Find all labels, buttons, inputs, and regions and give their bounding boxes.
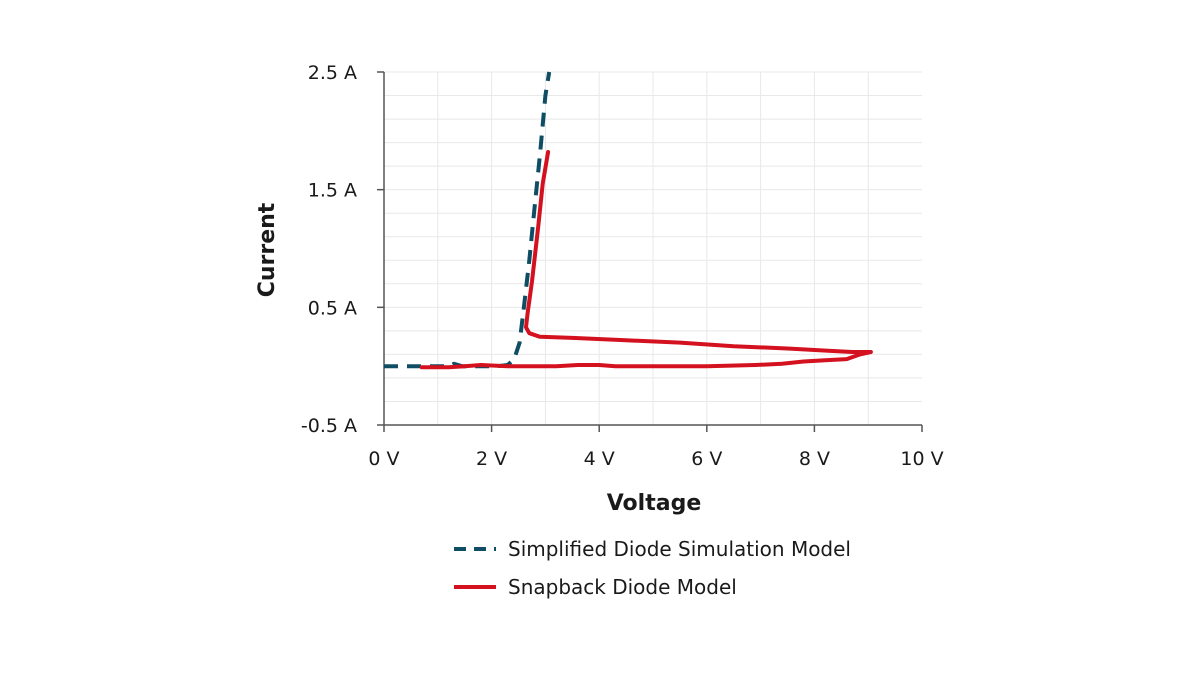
legend-label-simplified: Simplified Diode Simulation Model	[508, 537, 851, 561]
x-tick-label: 10 V	[900, 448, 943, 470]
series-layer	[384, 71, 873, 370]
series-line-snapback	[419, 150, 873, 370]
tick-labels: 0 V 2 V 4 V 6 V 8 V 10 V -0.5 A 0.5 A 1.5 A 2.5 A	[301, 62, 944, 470]
y-tick-label: 2.5 A	[308, 62, 357, 84]
x-tick-label: 6 V	[691, 448, 722, 470]
x-tick-label: 4 V	[584, 448, 615, 470]
legend: Simplified Diode Simulation Model Snapba…	[454, 537, 851, 599]
grid	[384, 71, 922, 425]
series-line-simplified	[384, 71, 552, 369]
y-tick-label: 0.5 A	[308, 297, 357, 319]
y-tick-label: -0.5 A	[301, 415, 357, 437]
y-tick-label: 1.5 A	[308, 180, 357, 202]
legend-label-snapback: Snapback Diode Model	[508, 575, 737, 599]
x-tick-label: 2 V	[476, 448, 507, 470]
x-axis-title: Voltage	[607, 491, 702, 516]
x-tick-label: 8 V	[799, 448, 830, 470]
y-axis-title: Current	[255, 202, 280, 297]
x-tick-label: 0 V	[368, 448, 399, 470]
